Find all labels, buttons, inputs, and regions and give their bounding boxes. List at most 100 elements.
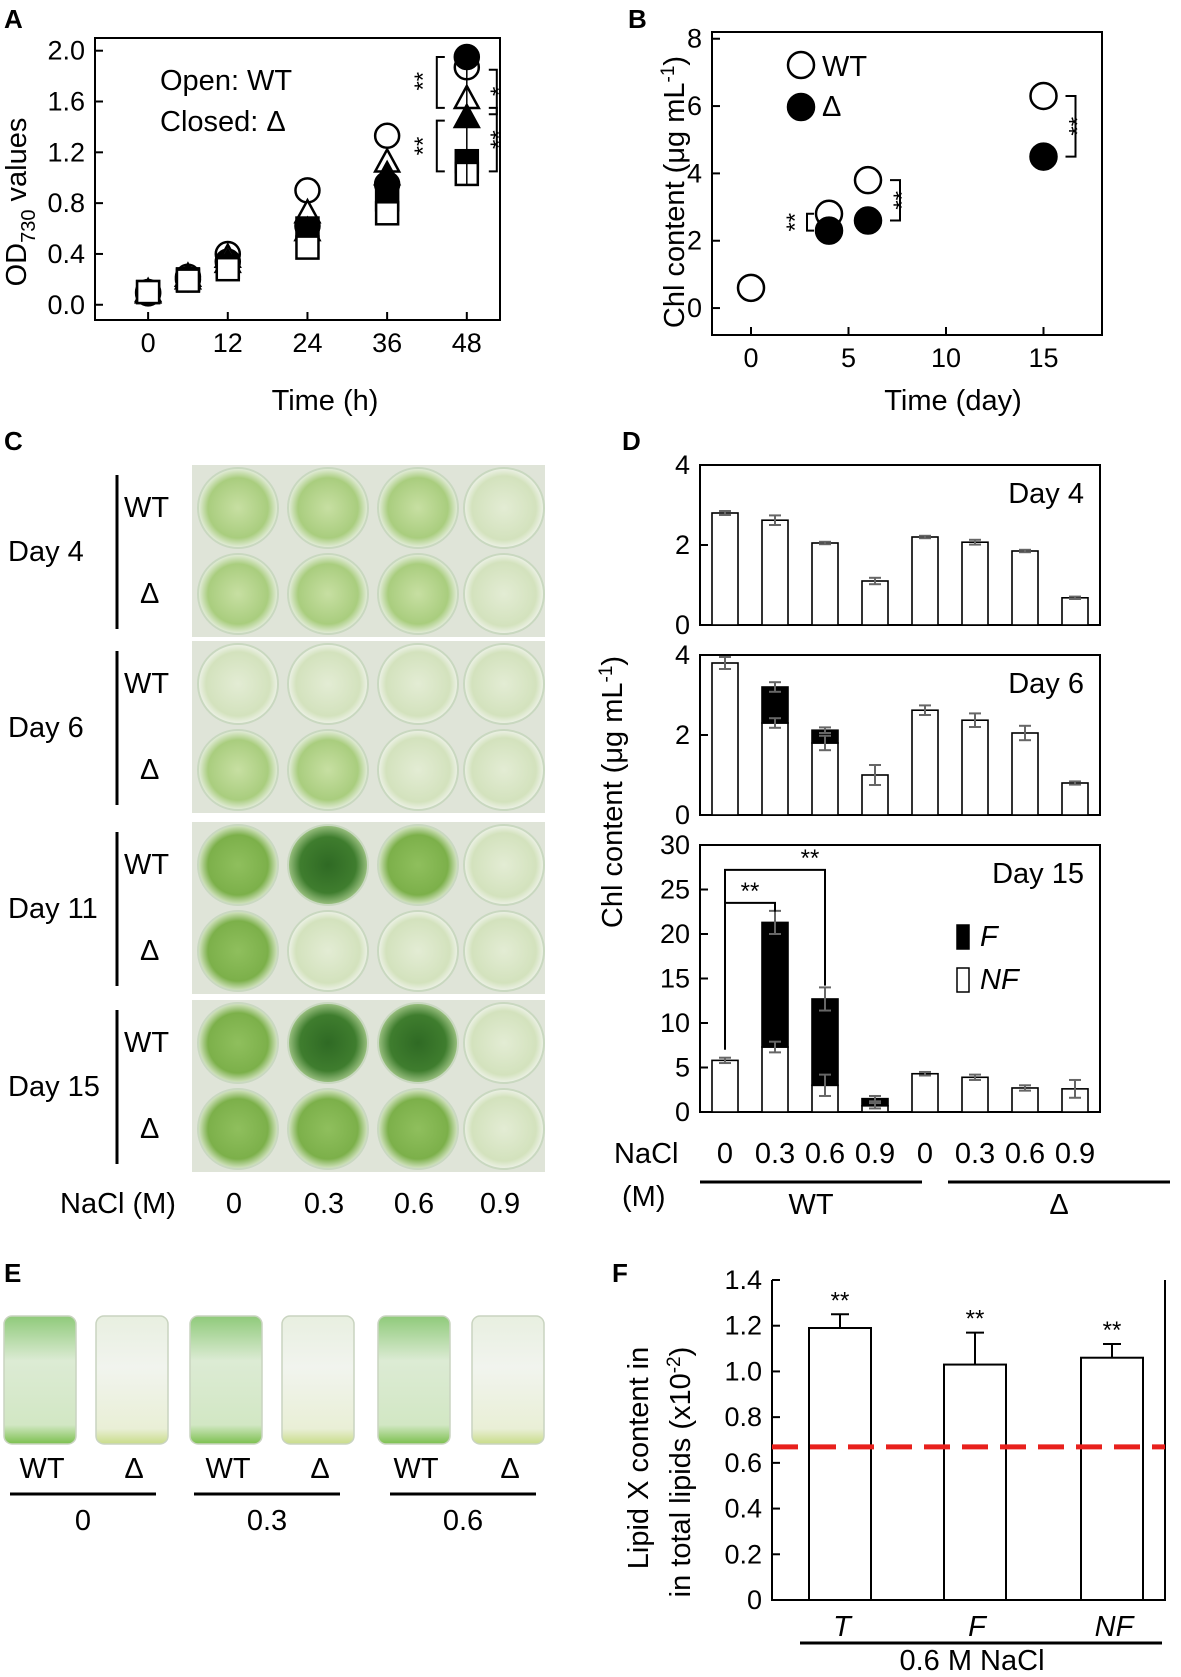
panel-d-legend-swatch-f <box>956 924 970 950</box>
panel-c-well <box>377 729 459 811</box>
panel-b-x-tick-label: 10 <box>931 343 961 373</box>
panel-d-subplot-title: Day 6 <box>1008 668 1084 700</box>
panel-d-y-axis-label: Chl content (μg mL-1) <box>596 656 629 928</box>
panel-f-bar <box>1080 1356 1144 1601</box>
panel-c-day-label: Day 15 <box>8 1071 100 1103</box>
panel-c-well <box>377 1002 459 1084</box>
panel-e-tube <box>471 1315 545 1445</box>
panel-a-x-tick-label: 48 <box>452 328 482 358</box>
panel-d-category-label: 0.3 <box>755 1138 795 1170</box>
panel-f-y-tick-label: 0.8 <box>724 1402 762 1432</box>
panel-d-y-tick-label: 20 <box>660 919 690 949</box>
panel-d-category-label: 0.6 <box>1005 1138 1045 1170</box>
panel-b-y-axis-label: Chl content (μg mL-1) <box>658 56 691 328</box>
panel-a-bracket <box>488 106 498 173</box>
panel-f-y-tick-label: 1.4 <box>724 1265 762 1295</box>
panel-b-x-tick-label: 5 <box>841 343 856 373</box>
panel-d-bar-nf <box>711 512 739 626</box>
panel-b-y-tick-label: 0 <box>687 293 702 323</box>
panel-e-tube-photo: WT Δ WT Δ WT Δ 0 0.3 0.6 <box>3 1315 545 1537</box>
panel-d-y-tick-label: 5 <box>675 1053 690 1083</box>
panel-a-x-tick-label: 24 <box>292 328 322 358</box>
panel-d-bar-f <box>811 998 839 1087</box>
panel-f-y-tick-label: 1.2 <box>724 1311 762 1341</box>
panel-d-bar-nf <box>1011 732 1039 816</box>
panel-b-x-tick-label: 0 <box>743 343 758 373</box>
panel-d-category-label: 0.9 <box>855 1138 895 1170</box>
panel-d-bar-nf <box>761 722 789 816</box>
panel-d-group-label: WT <box>788 1189 833 1221</box>
panel-a-significance: * <box>486 87 513 96</box>
panel-c-well <box>287 467 369 549</box>
panel-b-significance: ** <box>782 213 809 232</box>
panel-a-point-circle <box>373 122 401 150</box>
panel-c-well <box>463 1088 545 1170</box>
panel-e-tube <box>189 1315 263 1445</box>
panel-c-concentration-label: 0.9 <box>480 1188 520 1220</box>
panel-b-chart: 0 5 10 15 0 2 4 6 8 ** ** ** <box>687 24 1103 373</box>
panel-b-point-wt <box>853 165 883 195</box>
panel-d-category-label: 0.3 <box>955 1138 995 1170</box>
panel-d-group-label: Δ <box>1049 1189 1068 1221</box>
panel-c-concentration-label: 0 <box>226 1188 242 1220</box>
panel-d-bracket <box>724 868 826 986</box>
panel-d-bar-nf <box>961 541 989 626</box>
panel-c-well <box>463 643 545 725</box>
panel-b-bracket <box>806 212 814 232</box>
panel-a-y-tick-label: 1.2 <box>47 137 85 167</box>
panel-d-nacl-label: NaCl <box>614 1138 678 1170</box>
panel-c-day-label: Day 4 <box>8 536 84 568</box>
panel-a-legend-open: Open: WT <box>160 65 292 97</box>
panel-d-y-tick-label: 0 <box>675 610 690 640</box>
panel-d-y-tick-label: 0 <box>675 800 690 830</box>
panel-b-legend-marker-open <box>786 50 816 80</box>
panel-c-nacl-label: NaCl (M) <box>60 1188 176 1220</box>
panel-label-c: C <box>4 426 23 456</box>
panel-d-bar-nf <box>1011 550 1039 626</box>
panel-c-well <box>377 467 459 549</box>
panel-c-well <box>197 467 279 549</box>
panel-b-point-delta <box>814 216 844 245</box>
panel-b-y-tick-label: 6 <box>687 91 702 121</box>
panel-d-y-tick-label: 2 <box>675 530 690 560</box>
panel-b-significance: ** <box>889 191 916 210</box>
panel-a-bracket <box>435 119 445 173</box>
panel-a-x-tick-label: 36 <box>372 328 402 358</box>
panel-b-plot-frame <box>711 31 1103 336</box>
panel-d-bar-nf <box>711 662 739 816</box>
panel-d-bar-nf <box>911 1072 939 1113</box>
panel-c-well <box>287 824 369 906</box>
panel-d-legend-f: F <box>980 921 1000 953</box>
panel-c-well <box>287 729 369 811</box>
panel-c-strain-label: Δ <box>140 754 159 786</box>
panel-c-well <box>197 643 279 725</box>
panel-c-well <box>287 1002 369 1084</box>
panel-d-subplot-title: Day 15 <box>992 858 1084 890</box>
panel-d-category-label: 0 <box>917 1138 933 1170</box>
panel-b-point-wt <box>736 273 766 303</box>
panel-d-subplot-title: Day 4 <box>1008 478 1084 510</box>
panel-c-well <box>377 824 459 906</box>
panel-a-legend-closed: Closed: Δ <box>160 106 286 138</box>
panel-e-tube-label: WT <box>205 1453 250 1485</box>
panel-d-category-label: 0.9 <box>1055 1138 1095 1170</box>
panel-f-bar <box>943 1363 1007 1601</box>
panel-d-chart: 0 2 4 Day 4 0 2 4 Day 6 0 5 10 15 20 25 30 Day 15 ** ** FN… <box>660 450 1170 1221</box>
panel-a-significance: ** <box>486 130 513 149</box>
panel-a-y-tick-label: 0.8 <box>47 188 85 218</box>
panel-b-legend-marker-filled <box>786 92 816 122</box>
panel-d-bar-nf <box>861 580 889 626</box>
panel-c-well <box>287 910 369 992</box>
panel-b-legend-wt: WT <box>822 51 867 83</box>
panel-c-well <box>377 643 459 725</box>
panel-d-y-tick-label: 2 <box>675 720 690 750</box>
panel-a-x-axis-label: Time (h) <box>272 385 379 417</box>
panel-c-strain-label: Δ <box>140 578 159 610</box>
panel-e-tube-label: WT <box>19 1453 64 1485</box>
panel-d-bar-nf <box>911 536 939 626</box>
panel-d-y-tick-label: 15 <box>660 964 690 994</box>
panel-c-strain-label: WT <box>124 1027 169 1059</box>
panel-d-bar-nf <box>1061 596 1089 626</box>
panel-b-significance: ** <box>1065 117 1092 136</box>
